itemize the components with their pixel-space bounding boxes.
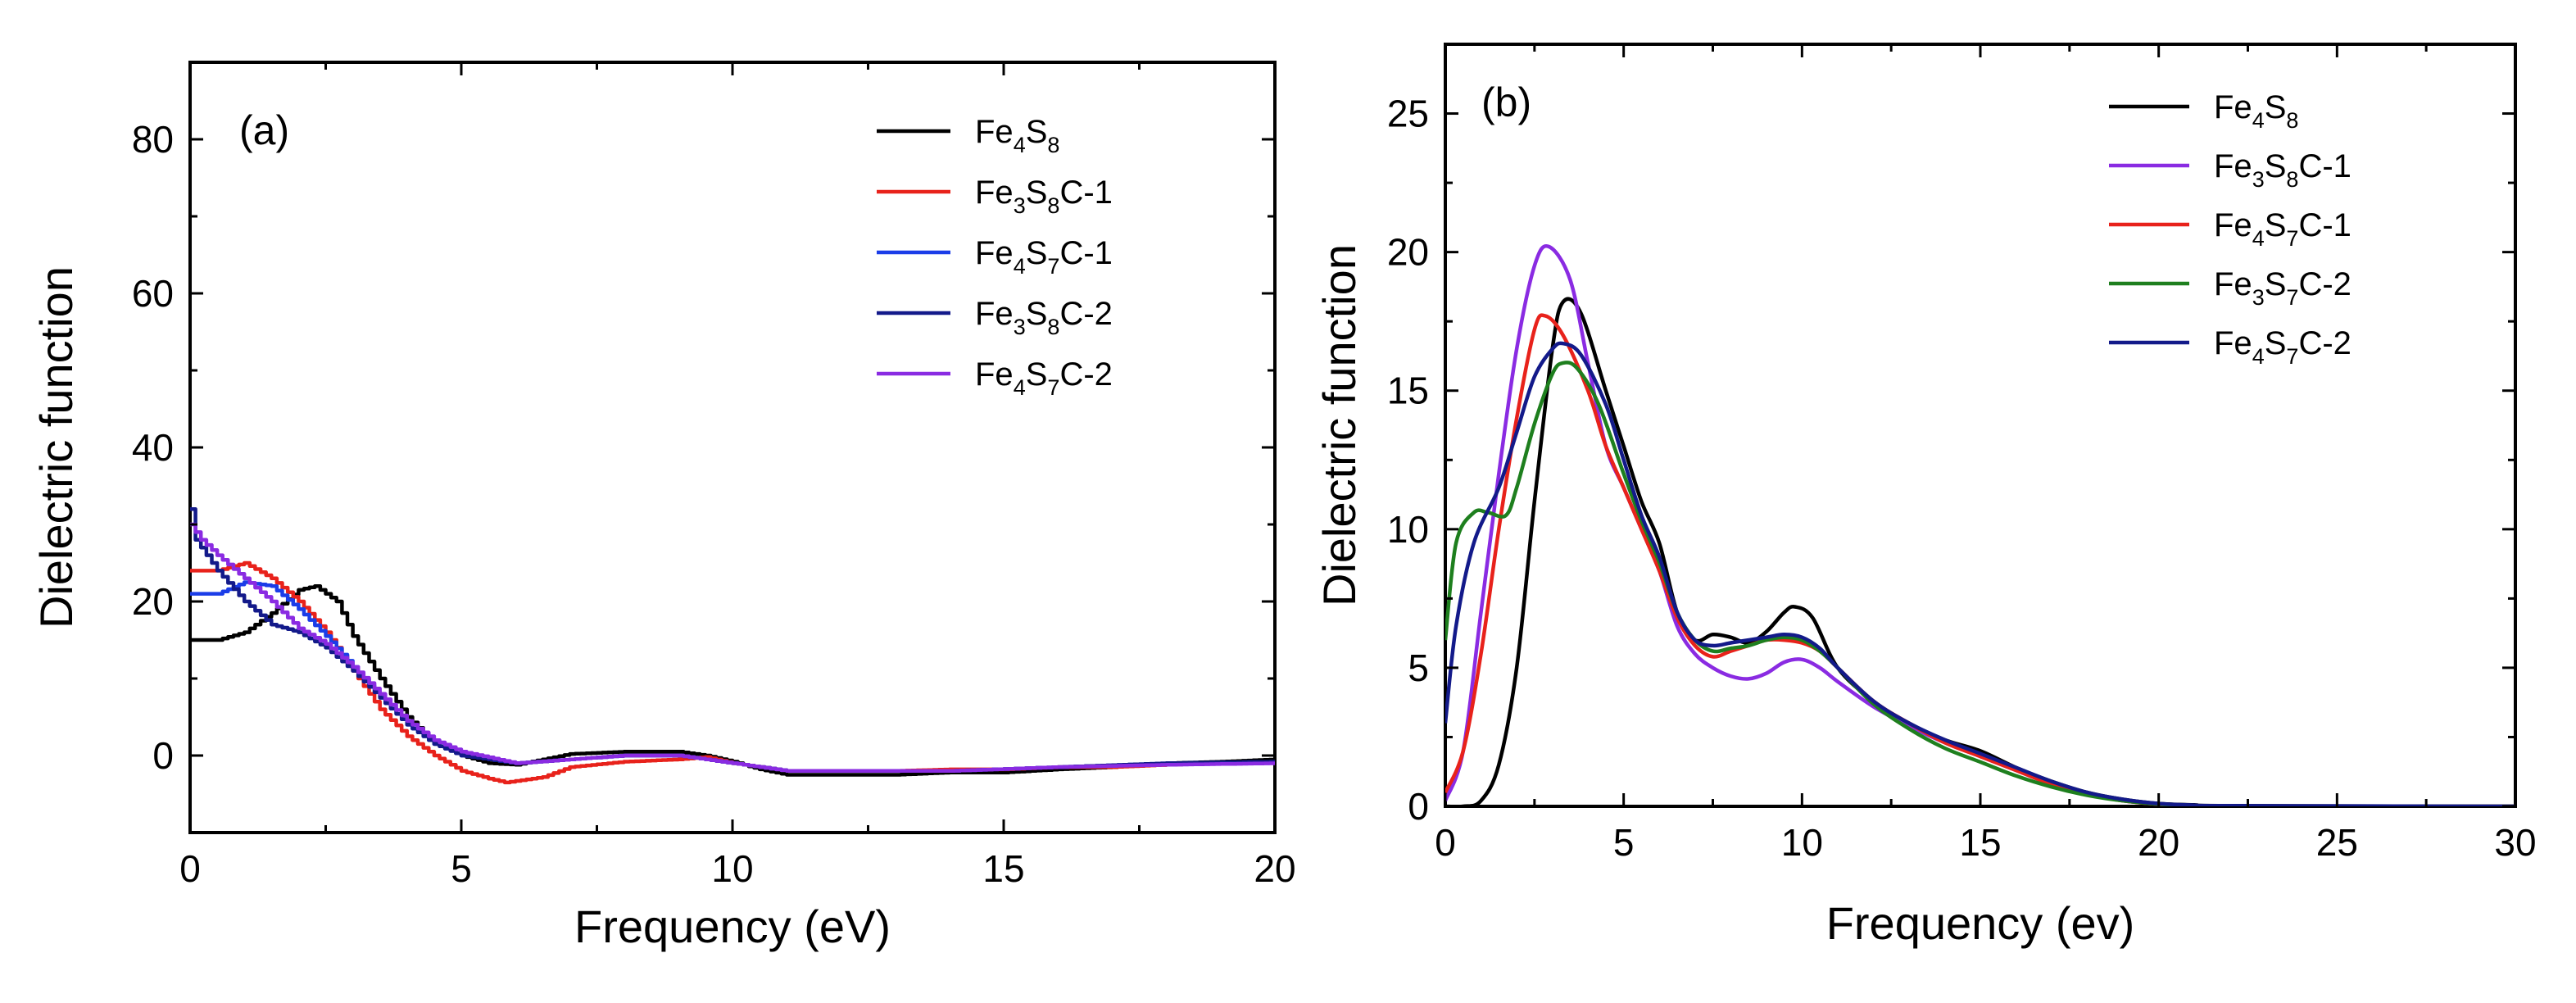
panel-a-series-line-3 (190, 506, 1275, 774)
panel-a-x-tick-label: 0 (179, 847, 201, 890)
panel-b-y-tick-label: 15 (1387, 370, 1429, 412)
panel-b-x-tick-label: 15 (1959, 821, 2001, 864)
panel-b-legend-label-0: Fe4S8 (2214, 89, 2298, 133)
panel-b-y-tick-label: 0 (1408, 785, 1429, 828)
panel-b-x-tick-label: 20 (2138, 821, 2179, 864)
panel-a-y-tick-label: 80 (132, 118, 174, 161)
panel-b-y-tick-label: 5 (1408, 647, 1429, 689)
panel-a-series-line-2 (190, 580, 1275, 774)
panel-a-legend-label-4: Fe4S7C-2 (975, 356, 1113, 400)
panel-a-series-line-1 (190, 560, 1275, 785)
panel-a-x-axis-title: Frequency (eV) (574, 901, 891, 952)
panel-a-y-tick-label: 0 (152, 734, 174, 777)
panel-b-series-group (1445, 244, 2515, 806)
panel-b-x-tick-label: 30 (2494, 821, 2536, 864)
panel-a-legend-label-0: Fe4S8 (975, 114, 1059, 157)
panel-a: 0 5 10 15 20 0 20 40 60 80 Frequency (eV) Dielectri… (30, 61, 1296, 952)
panel-b-y-tick-label: 10 (1387, 508, 1429, 551)
panel-a-legend-label-2: Fe4S7C-1 (975, 235, 1113, 279)
panel-b-x-tick-label: 0 (1435, 821, 1456, 864)
panel-a-x-tick-label: 5 (451, 847, 472, 890)
panel-a-series-line-0 (190, 583, 1275, 777)
panel-b-x-tick-label: 25 (2316, 821, 2358, 864)
panel-b-y-tick-label: 20 (1387, 231, 1429, 274)
panel-a-x-tick-label: 15 (982, 847, 1024, 890)
panel-b-y-axis-title: Dielectric function (1313, 244, 1365, 606)
panel-a-x-tick-label: 10 (711, 847, 753, 890)
panel-a-legend-label-1: Fe3S8C-1 (975, 175, 1113, 218)
panel-b-legend: Fe4S8 Fe3S8C-1 Fe4S7C-1 Fe3S7C-2 Fe4S7C-2 (2109, 89, 2352, 369)
panel-b-y-tick-label: 25 (1387, 93, 1429, 135)
panel-b-legend-label-2: Fe4S7C-1 (2214, 207, 2352, 251)
panel-a-y-tick-label: 40 (132, 426, 174, 469)
panel-b-series-line-0 (1445, 297, 2515, 806)
panel-b-x-axis-title: Frequency (ev) (1826, 897, 2135, 949)
panel-b: 0 5 10 15 20 25 30 0 5 10 15 20 25 Frequency (ev) Diel… (1313, 43, 2537, 949)
panel-a-y-tick-label: 60 (132, 272, 174, 315)
panel-b-series-line-1 (1445, 244, 2515, 806)
panel-a-x-tick-label: 20 (1254, 847, 1295, 890)
panel-a-y-axis-title: Dielectric function (30, 266, 82, 629)
panel-b-series-line-3 (1445, 361, 2515, 806)
panel-b-x-tick-label: 10 (1781, 821, 1823, 864)
panel-a-panel-label: (a) (239, 107, 289, 153)
panel-b-legend-label-1: Fe3S8C-1 (2214, 148, 2352, 192)
panel-a-legend: Fe4S8 Fe3S8C-1 Fe4S7C-1 Fe3S8C-2 Fe4S7C-2 (877, 114, 1113, 400)
panel-b-legend-label-3: Fe3S7C-2 (2214, 266, 2352, 310)
panel-a-y-tick-label: 20 (132, 580, 174, 623)
panel-b-panel-label: (b) (1481, 79, 1531, 125)
panel-a-legend-label-3: Fe3S8C-2 (975, 296, 1113, 339)
panel-b-legend-label-4: Fe4S7C-2 (2214, 325, 2352, 369)
panel-b-series-line-4 (1445, 341, 2515, 806)
panel-a-series-group (190, 506, 1275, 785)
panel-a-series-line-4 (190, 522, 1275, 774)
panel-b-x-tick-label: 5 (1613, 821, 1635, 864)
